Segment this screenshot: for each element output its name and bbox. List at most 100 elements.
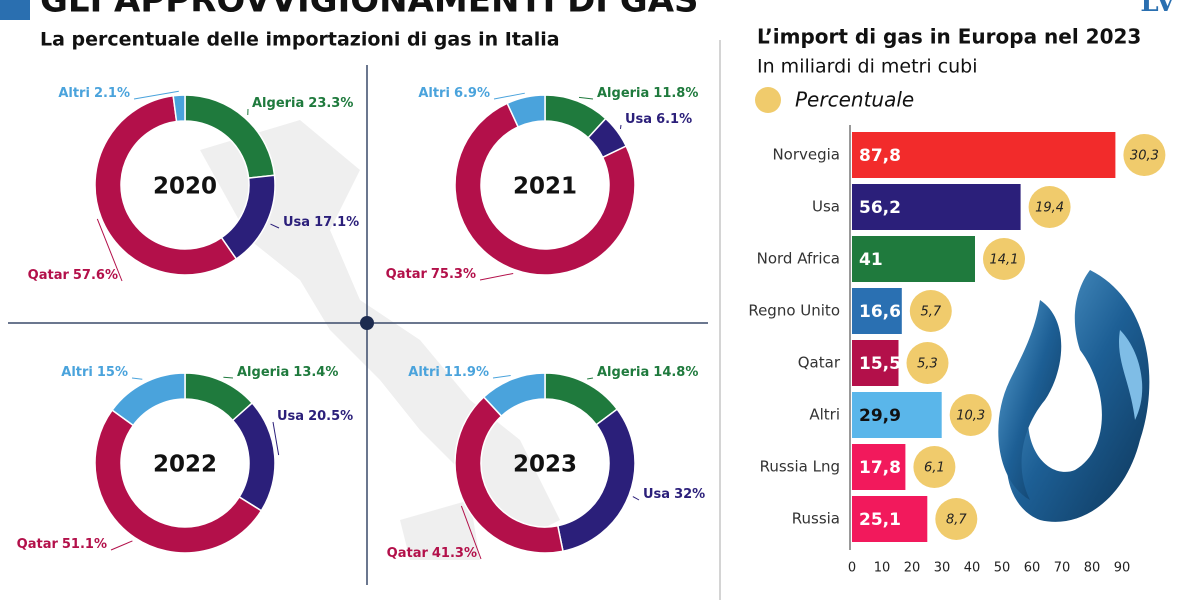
legend-label: Percentuale <box>795 88 914 112</box>
logo: LV <box>1140 0 1176 18</box>
slice-category: Usa <box>283 215 310 230</box>
category-label: Regno Unito <box>748 302 840 320</box>
x-tick-label: 90 <box>1114 561 1131 576</box>
leader-line <box>270 223 280 229</box>
category-label: Altri <box>809 406 840 424</box>
slice-label: Usa 6.1% <box>625 112 692 127</box>
slice-label: Algeria 13.4% <box>237 365 338 380</box>
slice-category: Altri <box>61 365 93 380</box>
x-tick-label: 20 <box>904 561 921 576</box>
slice-value: 11.9% <box>444 365 489 380</box>
slice-value: 57.6% <box>73 268 118 283</box>
slice-label: Altri 15% <box>61 365 128 380</box>
page-title: GLI APPROVVIGIONAMENTI DI GAS <box>40 0 699 21</box>
slice-label: Qatar 75.3% <box>386 267 476 282</box>
legend-swatch <box>755 87 781 113</box>
bar-value-label: 29,9 <box>859 406 901 426</box>
slice-label: Usa 32% <box>643 487 705 502</box>
percent-bubble <box>913 446 956 488</box>
percent-bubble <box>949 394 992 436</box>
slice-label: Altri 6.9% <box>418 86 490 101</box>
slice-category: Algeria <box>597 86 649 101</box>
bar <box>852 392 942 438</box>
category-label: Russia Lng <box>760 458 840 476</box>
percent-bubble <box>909 290 952 332</box>
leader-line <box>110 540 133 551</box>
leader-line <box>492 374 511 379</box>
donut-slice <box>94 409 263 554</box>
percent-bubble <box>906 342 949 384</box>
slice-category: Qatar <box>386 267 428 282</box>
category-label: Norvegia <box>772 146 840 164</box>
donut-slice <box>231 401 276 512</box>
slice-value: 2.1% <box>94 86 130 101</box>
leader-line <box>223 376 234 379</box>
bar <box>852 288 902 334</box>
slice-label: Qatar 51.1% <box>17 537 107 552</box>
bar <box>852 184 1021 230</box>
category-label: Nord Africa <box>757 250 840 268</box>
slice-value: 11.8% <box>653 86 698 101</box>
donut-slice <box>454 395 564 554</box>
donut-slice <box>172 94 186 123</box>
leader-line <box>272 421 280 456</box>
slice-label: Qatar 57.6% <box>28 268 118 283</box>
donut-center-label: 2022 <box>153 452 217 478</box>
donut-slice <box>556 408 636 553</box>
percent-label: 30,3 <box>1130 149 1159 164</box>
divider-dot <box>360 316 374 330</box>
percent-label: 6,1 <box>924 461 945 476</box>
slice-category: Algeria <box>237 365 289 380</box>
slice-label: Altri 2.1% <box>58 86 130 101</box>
slice-category: Algeria <box>252 96 304 111</box>
chart-title: L’import di gas in Europa nel 2023 <box>757 25 1141 49</box>
percent-bubble <box>935 498 978 540</box>
slice-value: 13.4% <box>293 365 338 380</box>
slice-category: Altri <box>58 86 90 101</box>
slice-label: Algeria 23.3% <box>252 96 353 111</box>
x-tick-label: 10 <box>874 561 891 576</box>
donut-slice <box>111 372 186 427</box>
slice-value: 75.3% <box>431 267 476 282</box>
slice-category: Usa <box>643 487 670 502</box>
bar <box>852 444 906 490</box>
percent-label: 10,3 <box>956 409 985 424</box>
percent-label: 5,3 <box>917 357 938 372</box>
percent-label: 8,7 <box>946 513 967 528</box>
x-tick-label: 30 <box>934 561 951 576</box>
slice-value: 51.1% <box>62 537 107 552</box>
bar <box>852 132 1116 178</box>
slice-value: 14.8% <box>653 365 698 380</box>
x-tick-label: 40 <box>964 561 981 576</box>
percent-label: 14,1 <box>990 253 1019 268</box>
percent-bubble <box>1123 134 1166 176</box>
slice-label: Usa 17.1% <box>283 215 359 230</box>
donut-slice <box>94 94 238 276</box>
slice-category: Qatar <box>28 268 70 283</box>
slice-value: 15% <box>97 365 128 380</box>
bar <box>852 496 928 542</box>
slice-label: Algeria 14.8% <box>597 365 698 380</box>
slice-category: Altri <box>408 365 440 380</box>
flame-illustration <box>998 270 1150 522</box>
slice-label: Altri 11.9% <box>408 365 489 380</box>
bar-value-label: 15,5 <box>859 354 901 374</box>
bar-value-label: 41 <box>859 250 883 270</box>
leader-line <box>131 377 143 380</box>
category-label: Russia <box>792 510 840 528</box>
slice-label: Usa 20.5% <box>277 409 353 424</box>
leader-line <box>587 377 594 380</box>
slice-category: Usa <box>625 112 652 127</box>
slice-label: Qatar 41.3% <box>387 546 477 561</box>
leader-line <box>493 92 525 100</box>
donut-center-label: 2020 <box>153 174 217 200</box>
bar-value-label: 17,8 <box>859 458 901 478</box>
slice-value: 6.1% <box>656 112 692 127</box>
donut-center-label: 2021 <box>513 174 577 200</box>
donut-slice <box>506 94 546 128</box>
percent-label: 19,4 <box>1035 201 1064 216</box>
donut-slice <box>482 372 546 418</box>
slice-value: 41.3% <box>432 546 477 561</box>
leader-line <box>632 496 640 501</box>
leader-line <box>96 218 123 282</box>
